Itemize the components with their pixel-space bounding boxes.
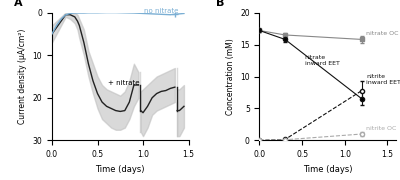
Text: nitrite OC: nitrite OC (366, 126, 396, 131)
Text: A: A (14, 0, 22, 8)
Text: + nitrate: + nitrate (108, 80, 140, 86)
Text: B: B (216, 0, 224, 8)
X-axis label: Time (days): Time (days) (303, 165, 352, 174)
Text: nitrate
inward EET: nitrate inward EET (305, 55, 340, 66)
Text: nitrite
inward EET: nitrite inward EET (366, 74, 400, 85)
Y-axis label: Current density (μA/cm²): Current density (μA/cm²) (18, 29, 27, 124)
X-axis label: Time (days): Time (days) (96, 165, 145, 174)
Text: no nitrate: no nitrate (144, 8, 178, 14)
Y-axis label: Concentration (mM): Concentration (mM) (226, 38, 234, 115)
Text: nitrate OC: nitrate OC (366, 31, 399, 35)
